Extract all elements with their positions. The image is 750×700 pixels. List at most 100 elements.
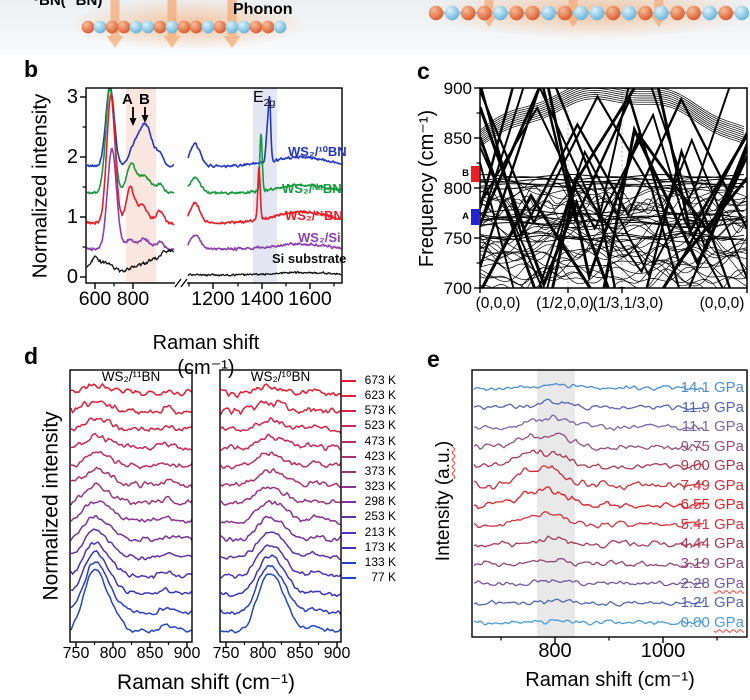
series-label-ws2-si: WS₂/Si [298,230,341,245]
pressure-curve [473,486,705,510]
legend-entry-label: 473 K [364,433,396,448]
temperature-curve [220,554,341,598]
pressure-label: 9.00 GPa [640,457,744,474]
x-tick-label: 850 [136,645,164,662]
x-tick-label: 800 [249,645,277,662]
panel-d-xlabel: Raman shift (cm⁻¹) [117,671,295,694]
boron-atom [670,5,685,21]
y-tick-label: 700 [443,279,472,298]
panel-c-plot [471,87,748,293]
temperature-curve [70,541,192,580]
legend-line [342,546,356,549]
legend-line [342,561,356,564]
legend-entry-label: 423 K [364,448,396,463]
pressure-value: 6.55 [680,496,714,514]
series-label-ws2-11bn: WS₂/¹¹BN [285,208,343,223]
legend-entry-label: 373 K [364,463,396,478]
peak-B-annotation: B [139,91,150,108]
boron-atom [81,20,95,34]
spectrum-curve-right [187,96,342,169]
legend-line [342,455,356,458]
e2g-base: E [253,89,264,106]
panel-b-letter: b [24,56,39,82]
temperature-curve [220,544,341,579]
legend-entry-label: 323 K [364,479,396,494]
axis-break-slash [174,278,182,288]
pressure-curve [473,511,705,529]
pressure-unit: GPa [713,594,744,612]
boron-atom [638,5,653,21]
y-tick-label: 750 [443,229,472,248]
pressure-value: 0.00 [680,613,714,631]
axis-break-slash [180,278,188,288]
legend-entry-label: 133 K [364,554,396,569]
pressure-label: 11.1 GPa [640,418,744,435]
pressure-unit: GPa [713,515,744,533]
pressure-label: 2.28 GPa [640,575,744,592]
legend-line [342,516,356,519]
mode-marker-label-A: A [462,211,469,222]
pressure-label: 14.1 GPa [640,379,744,396]
boron-atom [509,5,524,21]
pressure-unit: GPa [713,496,744,514]
spectrum-curve-left [86,147,175,252]
nitrogen-atom [165,20,179,34]
temperature-curve [220,399,341,416]
x-tick-label: 800 [99,645,127,662]
legend-line [342,410,356,413]
x-tick-label: 900 [173,645,201,662]
phonon-bands [480,88,747,288]
panel-c-letter: c [417,58,430,84]
legend-entry-label: 253 K [364,509,396,524]
pressure-unit: GPa [713,535,744,553]
pressure-curve [473,579,705,587]
spectrum-curve-right [187,133,342,196]
temperature-curve [70,432,192,452]
pressure-unit: GPa [713,613,744,631]
temperature-curve [220,467,341,489]
pressure-unit: GPa [713,379,744,396]
pressure-label: 4.44 GPa [640,535,744,552]
pressure-curve [473,398,705,411]
nitrogen-atom [444,5,460,21]
pressure-curve [473,535,705,549]
pressure-value: 1.21 [680,594,714,612]
boron-atom [557,5,572,21]
x-tick-label: (0,0,0) [699,295,745,312]
nitrogen-atom [589,5,605,21]
subpanel-title-ws2-11bn: WS₂/¹¹BN [101,369,161,384]
phonon-glow-right [427,0,750,38]
spectrum-curve-left [86,92,175,226]
e2g-annotation: E2g [253,89,275,109]
legend-entry-label: 673 K [364,373,396,387]
boron-atom [461,5,476,21]
mode-marker-label-B: B [462,168,469,179]
nitrogen-atom [702,5,717,21]
isotope-label: ¹⁰BN(¹¹BN) [28,0,103,9]
boron-atom [428,5,444,21]
temperature-curve [220,515,341,543]
nitrogen-atom [622,5,637,21]
pressure-value: 9.75 [680,437,714,455]
pressure-unit: GPa [713,457,744,475]
pressure-unit: GPa [713,437,744,455]
nitrogen-atom [541,5,556,21]
panel-b-raman-spectra: Normalized intensity Raman shift (cm⁻¹) … [20,58,390,379]
nitrogen-atom [201,20,215,34]
spectrum-curve-left [86,248,175,274]
axis-break-mask [175,277,187,289]
pressure-value: 9.00 [680,457,714,475]
temperature-curve [70,500,192,524]
mode-marker-A [471,209,479,225]
y-tick-label: 2 [66,146,78,168]
nitrogen-atom [93,20,107,34]
pressure-unit: GPa [713,398,744,416]
x-tick-label: 800 [538,640,572,662]
panel-e-pressure-raman: Intensity (a.u.) Raman shift (cm⁻¹) 14.1… [400,345,750,700]
pressure-curve [473,432,705,451]
temperature-curve [220,383,341,399]
temperature-curve [220,531,341,561]
y-tick-label: 850 [443,129,472,148]
pressure-value: 11.1 [681,418,714,436]
